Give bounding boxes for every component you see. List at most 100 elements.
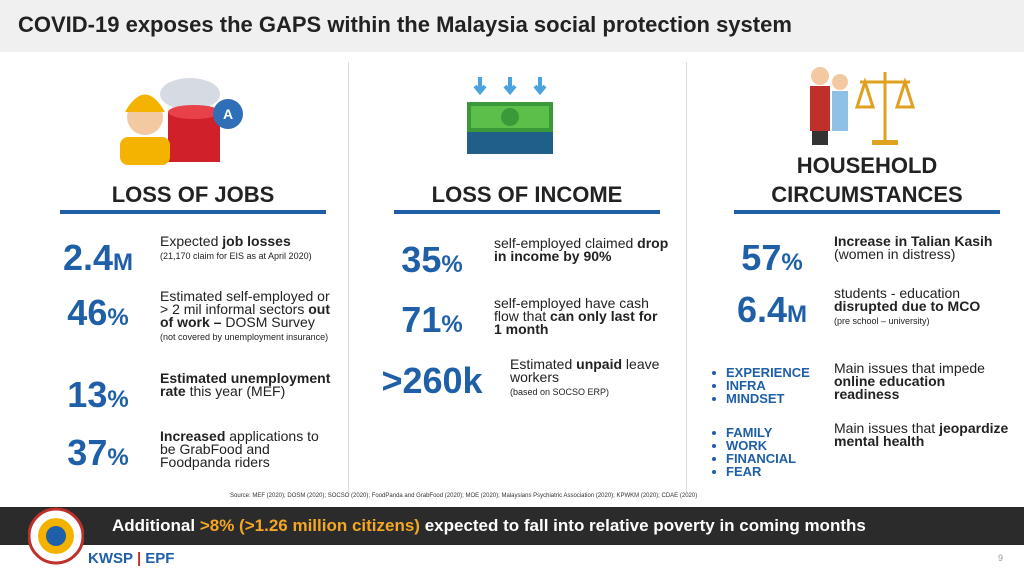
text-part: drop in income by 90% [494,235,669,264]
logo-emblem [28,507,84,565]
text-part: DOSM Survey [221,314,315,330]
stat-unit: % [441,311,463,338]
bullet-text: EXPERIENCE [726,365,810,380]
svg-text:A: A [223,106,233,122]
stat-number: >260k [381,360,483,401]
stat-number: 2.4 [62,237,114,278]
column-heading: HOUSEHOLD CIRCUMSTANCES [722,151,1012,209]
stat-value: >260k [367,360,497,402]
logo-separator: | [137,550,142,567]
text-part: out of work – [160,301,330,330]
text-part: students - education [834,285,961,301]
logo-left: KWSP [88,550,133,567]
text-part: Increase in Talian Kasih [834,233,993,249]
text-part: this year (MEF) [185,383,286,399]
text-part: Estimated unemployment rate [160,370,331,399]
text-part: Main issues that impede [834,360,985,376]
text-part: online education readiness [834,373,946,402]
stat-unit: % [441,251,463,278]
text-part: self-employed claimed [494,235,638,251]
text-part: >8% (>1.26 million citizens) [199,516,420,535]
stat-unit: % [107,304,129,331]
title-bar [0,0,1024,52]
stat-unit: M [787,301,808,328]
heading-line: LOSS OF JOBS [111,182,275,207]
stat-unit: % [781,249,803,276]
stat-value: 13% [48,374,148,416]
bullet-text: FAMILY [726,425,773,440]
stat-value: 57% [722,237,822,279]
heading-line: LOSS OF INCOME [431,182,623,207]
text-part: disrupted due to MCO [834,298,981,314]
source-note: Source: MEF (2020); DOSM (2020); SOCSO (… [230,493,698,499]
bullet-item: INFRA [712,379,810,392]
divider [686,62,687,492]
stat-description: Increase in Talian Kasih (women in distr… [834,233,1009,262]
bullet-dot [712,470,716,474]
column-heading: LOSS OF JOBS [48,180,338,209]
text-part: unpaid [576,356,623,372]
stat-description: Estimated unemployment rate this year (M… [160,370,335,399]
stat-description: self-employed claimed drop in income by … [494,235,669,264]
stat-number: 13 [67,374,108,415]
stat-number: 6.4 [736,289,788,330]
stat-note: (pre school – university) [834,316,930,326]
slide-title: COVID-19 exposes the GAPS within the Mal… [18,12,792,37]
text-part: self-employed have cash flow that [494,295,649,324]
text-part: Estimated [510,356,577,372]
bullet-list: EXPERIENCE INFRA MINDSET [712,366,810,405]
bullet-dot [712,457,716,461]
text-part: leave workers [510,356,660,385]
stat-value: 6.4M [722,289,822,331]
text-part: jeopardize mental health [834,420,1009,449]
page-number: 9 [998,553,1004,563]
stat-unit: % [107,386,129,413]
bullet-dot [712,384,716,388]
stat-value: 71% [382,299,482,341]
text-part: applications to be GrabFood and Foodpand… [160,428,319,470]
household-icon [810,67,916,145]
income-icon [467,77,553,154]
heading-rule [734,210,1000,214]
stat-number: 35 [401,239,442,280]
text-part: (women in distress) [834,246,956,262]
text-part: Increased [160,428,226,444]
bullet-dot [712,371,716,375]
bullet-item: WORK [712,439,796,452]
stat-unit: % [107,444,129,471]
bullet-text: FEAR [726,464,762,479]
bullet-dot [712,431,716,435]
banner [0,507,1024,545]
column-heading: LOSS OF INCOME [382,180,672,209]
stat-number: 57 [741,237,782,278]
stat-value: 46% [48,292,148,334]
stat-description: self-employed have cash flow that can on… [494,295,669,337]
text-part: job losses [222,233,291,249]
heading-rule [60,210,326,214]
bullet-item: EXPERIENCE [712,366,810,379]
bullet-dot [712,397,716,401]
stat-description: Main issues that jeopardize mental healt… [834,420,1009,449]
stat-note: (based on SOCSO ERP) [510,387,610,397]
stat-description: Estimated self-employed or > 2 mil infor… [160,288,335,342]
divider [348,62,349,492]
bullet-text: MINDSET [726,391,785,406]
stat-number: 46 [67,292,108,333]
stat-value: 35% [382,239,482,281]
stat-number: 71 [401,299,442,340]
banner-text: Additional >8% (>1.26 million citizens) … [112,516,866,536]
text-part: Expected [160,233,223,249]
stat-description: Expected job losses (21,170 claim for EIS… [160,233,335,261]
text-part: expected to fall into relative poverty i… [419,516,866,535]
text-part: Additional [112,516,200,535]
stat-note: (21,170 claim for EIS as at April 2020) [160,251,312,261]
text-part: can only last for 1 month [494,308,658,337]
stat-value: 2.4M [48,237,148,279]
stat-description: students - education disrupted due to MC… [834,285,1009,326]
bullet-item: FEAR [712,465,796,478]
text-part: Estimated self-employed or > 2 mil infor… [160,288,330,317]
logo-text: KWSP | EPF [88,550,174,567]
stat-number: 37 [67,432,108,473]
heading-line: CIRCUMSTANCES [771,182,963,207]
heading-rule [394,210,660,214]
